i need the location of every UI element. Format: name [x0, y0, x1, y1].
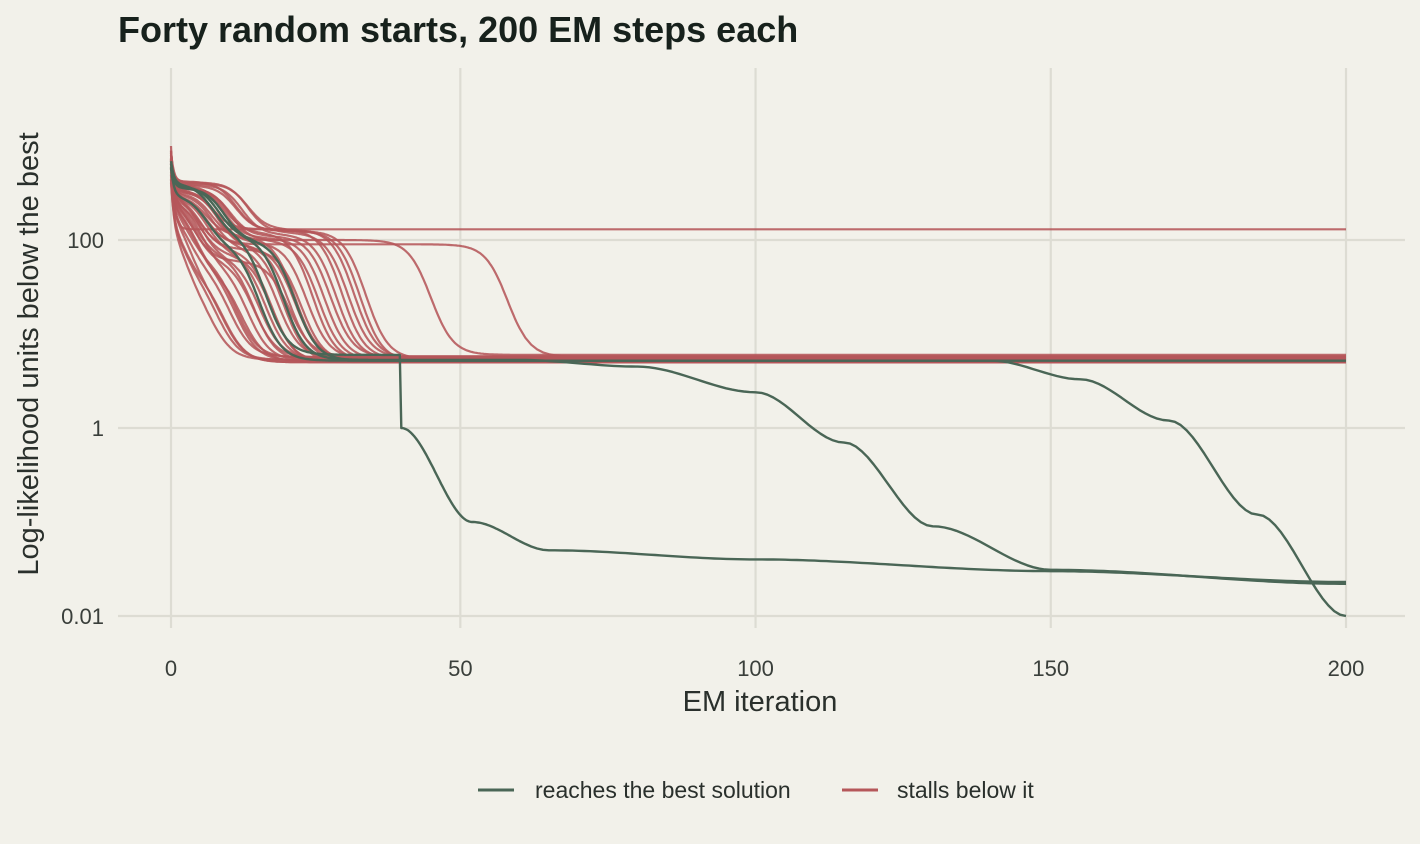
- y-tick-label: 1: [92, 416, 104, 441]
- series-lines: [169, 145, 1347, 618]
- series-line-stalls: [169, 160, 1346, 361]
- x-tick-label: 0: [165, 656, 177, 681]
- legend-label-stalls: stalls below it: [897, 777, 1034, 803]
- x-tick-label: 150: [1032, 656, 1069, 681]
- series-line-stalls: [169, 175, 1346, 358]
- chart-title: Forty random starts, 200 EM steps each: [118, 9, 798, 50]
- series-line-stalls: [169, 155, 1346, 361]
- series-line-reaches: [169, 167, 1346, 362]
- x-axis-label: EM iteration: [683, 686, 838, 718]
- series-line-reaches: [169, 163, 1346, 585]
- x-tick-label: 50: [448, 656, 472, 681]
- series-line-stalls: [169, 160, 1346, 363]
- series-line-reaches: [169, 161, 1346, 584]
- y-tick-label: 100: [67, 228, 104, 253]
- series-line-stalls: [169, 150, 1346, 364]
- series-line-stalls: [169, 145, 1346, 231]
- series-line-stalls: [169, 158, 1346, 361]
- series-line-stalls: [169, 160, 1346, 361]
- x-tick-label: 200: [1328, 656, 1365, 681]
- series-line-stalls: [169, 152, 1346, 364]
- series-line-stalls: [169, 157, 1346, 360]
- series-line-stalls: [169, 162, 1346, 359]
- series-line-stalls: [169, 160, 1346, 360]
- legend: reaches the best solution stalls below i…: [478, 777, 1034, 803]
- y-axis-label: Log-likelihood units below the best: [13, 132, 45, 575]
- series-line-stalls: [169, 151, 1346, 361]
- series-line-stalls: [169, 159, 1346, 362]
- series-line-stalls: [169, 161, 1346, 356]
- series-line-stalls: [169, 158, 1346, 360]
- grid: [118, 68, 1405, 628]
- tick-labels: 0 50 100 150 200 0.01 1 100: [61, 228, 1364, 681]
- x-tick-label: 100: [737, 656, 774, 681]
- series-line-stalls: [169, 171, 1346, 362]
- y-tick-label: 0.01: [61, 604, 104, 629]
- legend-label-reaches: reaches the best solution: [535, 777, 791, 803]
